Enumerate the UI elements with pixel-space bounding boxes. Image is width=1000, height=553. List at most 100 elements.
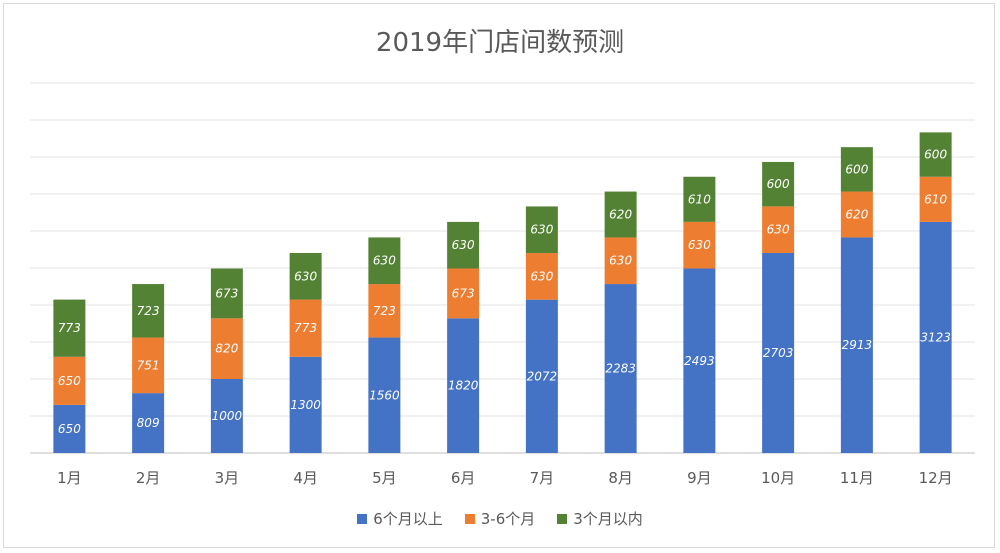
bar-stacks bbox=[53, 132, 952, 453]
data-label: 751 bbox=[137, 358, 160, 372]
bar-segment bbox=[604, 191, 637, 238]
data-label: 600 bbox=[845, 162, 868, 176]
x-tick-label: 11月 bbox=[840, 469, 874, 487]
x-tick-label: 2月 bbox=[136, 469, 161, 487]
bar-segment bbox=[53, 356, 86, 405]
data-label: 630 bbox=[688, 238, 711, 252]
bar-segment bbox=[132, 337, 165, 394]
bar-segment bbox=[840, 237, 873, 453]
x-tick-label: 8月 bbox=[608, 469, 633, 487]
data-label: 2072 bbox=[527, 369, 558, 383]
data-label: 650 bbox=[58, 422, 81, 436]
legend-swatch bbox=[557, 513, 568, 524]
data-label: 2913 bbox=[842, 338, 873, 352]
chart-title: 2019年门店间数预测 bbox=[375, 28, 625, 58]
data-label: 773 bbox=[58, 321, 81, 335]
data-label: 610 bbox=[688, 192, 711, 206]
bar-segment bbox=[840, 147, 873, 192]
bar-segment bbox=[368, 337, 401, 453]
legend-label: 3-6个月 bbox=[480, 510, 536, 528]
data-label: 2493 bbox=[684, 354, 715, 368]
bar-segment bbox=[132, 393, 165, 453]
legend: 6个月以上 3-6个月 3个月以内 bbox=[0, 508, 1000, 529]
x-tick-label: 6月 bbox=[451, 469, 476, 487]
legend-label: 6个月以上 bbox=[373, 510, 443, 528]
x-axis-ticks: 1月 2月 3月 4月 5月 6月 7月 8月 9月 10月 11月 12月 bbox=[57, 469, 953, 487]
x-tick-label: 5月 bbox=[372, 469, 397, 487]
data-label: 673 bbox=[452, 286, 475, 300]
bar-segment bbox=[525, 253, 558, 300]
bar-segment bbox=[368, 237, 401, 285]
data-label: 3123 bbox=[920, 330, 951, 344]
bar-segment bbox=[919, 176, 952, 222]
data-label: 1300 bbox=[290, 398, 321, 412]
legend-swatch bbox=[464, 513, 475, 524]
bar-segment bbox=[447, 318, 480, 453]
data-label: 1560 bbox=[369, 388, 400, 402]
data-label: 2283 bbox=[605, 362, 636, 376]
data-label: 773 bbox=[294, 321, 317, 335]
data-label: 1820 bbox=[448, 379, 479, 393]
legend-swatch bbox=[357, 513, 368, 524]
bar-segment bbox=[604, 237, 637, 285]
bar-segment bbox=[604, 284, 637, 453]
bar-segment bbox=[919, 221, 952, 453]
x-tick-label: 4月 bbox=[293, 469, 318, 487]
data-label: 2703 bbox=[763, 346, 794, 360]
x-tick-label: 1月 bbox=[57, 469, 82, 487]
x-tick-label: 7月 bbox=[530, 469, 555, 487]
data-label: 630 bbox=[530, 269, 553, 283]
gridlines bbox=[30, 82, 975, 454]
data-label: 673 bbox=[215, 286, 238, 300]
bar-segment bbox=[840, 191, 873, 238]
bar-segment bbox=[53, 299, 86, 357]
bar-segment bbox=[762, 252, 795, 453]
data-labels: 650 650 773 809 751 723 1000 820 673 1300 773 630 15… bbox=[58, 148, 951, 436]
legend-label: 3个月以内 bbox=[573, 510, 643, 528]
data-label: 600 bbox=[924, 148, 947, 162]
bar-segment bbox=[683, 268, 716, 453]
data-label: 620 bbox=[609, 207, 632, 221]
data-label: 630 bbox=[609, 254, 632, 268]
bar-segment bbox=[368, 284, 401, 338]
x-tick-label: 3月 bbox=[215, 469, 240, 487]
bar-segment bbox=[289, 299, 322, 357]
legend-item-series-1: 3-6个月 bbox=[464, 508, 536, 529]
x-tick-label: 10月 bbox=[761, 469, 795, 487]
bar-segment bbox=[683, 221, 716, 269]
bar-segment bbox=[919, 132, 952, 177]
bar-segment bbox=[289, 356, 322, 453]
bar-segment bbox=[525, 206, 558, 254]
data-label: 630 bbox=[530, 223, 553, 237]
bar-segment bbox=[210, 268, 243, 319]
data-label: 630 bbox=[294, 269, 317, 283]
chart-frame bbox=[3, 3, 995, 548]
bar-segment bbox=[210, 379, 243, 453]
x-tick-label: 9月 bbox=[687, 469, 712, 487]
bar-segment bbox=[525, 299, 558, 453]
bar-segment bbox=[53, 404, 86, 453]
bar-segment bbox=[132, 284, 165, 338]
legend-item-series-2: 3个月以内 bbox=[557, 508, 643, 529]
data-label: 809 bbox=[137, 416, 160, 430]
data-label: 820 bbox=[215, 342, 238, 356]
data-label: 1000 bbox=[212, 409, 243, 423]
data-label: 650 bbox=[58, 374, 81, 388]
bar-segment bbox=[683, 176, 716, 222]
bar-segment bbox=[447, 268, 480, 319]
legend-item-series-0: 6个月以上 bbox=[357, 508, 443, 529]
data-label: 723 bbox=[137, 304, 160, 318]
bar-segment bbox=[447, 221, 480, 269]
data-label: 630 bbox=[767, 223, 790, 237]
data-label: 723 bbox=[373, 304, 396, 318]
data-label: 630 bbox=[373, 254, 396, 268]
bar-segment bbox=[762, 206, 795, 253]
data-label: 600 bbox=[767, 177, 790, 191]
bar-segment bbox=[289, 252, 322, 300]
x-tick-label: 12月 bbox=[919, 469, 953, 487]
data-label: 610 bbox=[924, 192, 947, 206]
bar-segment bbox=[762, 161, 795, 207]
bar-segment bbox=[210, 318, 243, 379]
data-label: 620 bbox=[845, 207, 868, 221]
